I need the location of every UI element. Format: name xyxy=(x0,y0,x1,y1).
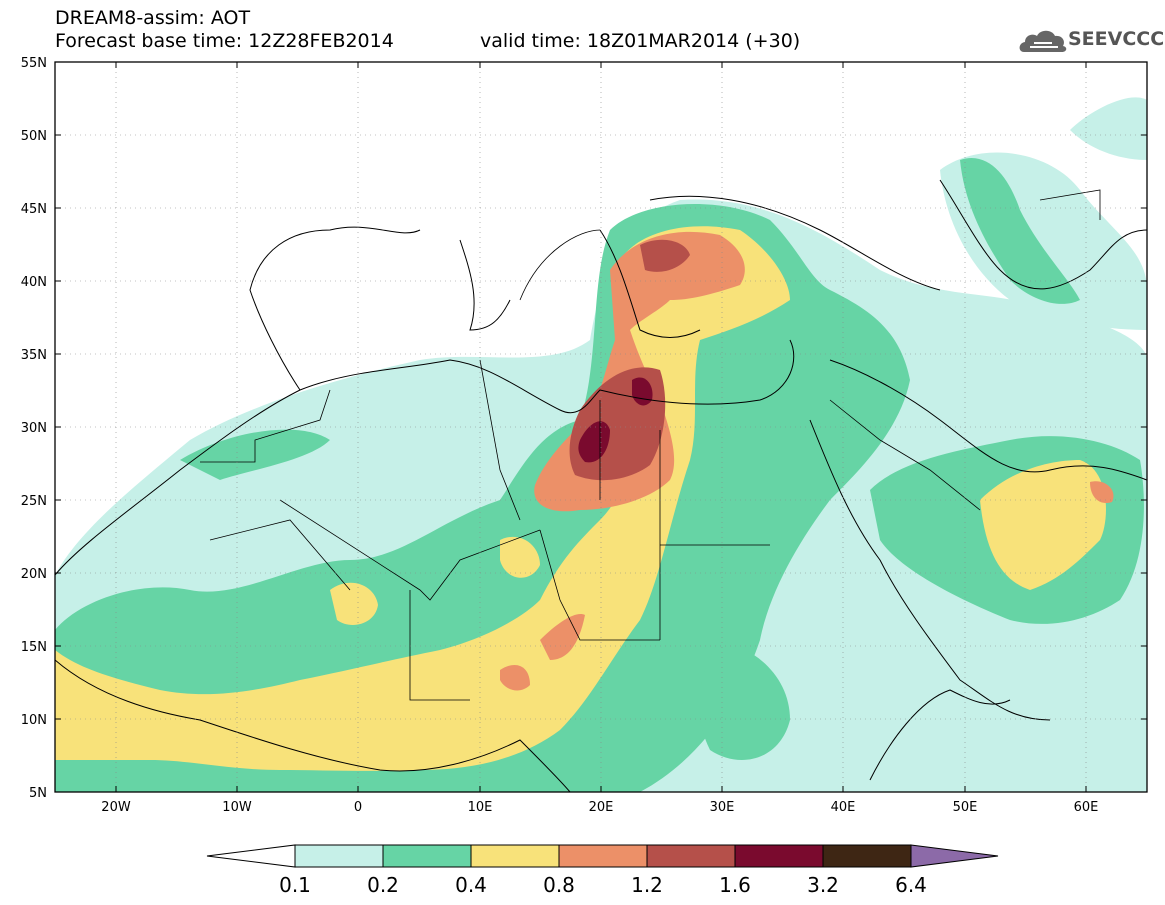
valid-time: valid time: 18Z01MAR2014 (+30) xyxy=(480,30,801,52)
lon-label-50e: 50E xyxy=(953,800,978,815)
lon-label-0: 0 xyxy=(354,800,362,815)
colorbar-swatch-6 xyxy=(734,844,824,868)
colorbar-swatch-5 xyxy=(646,844,736,868)
gridlines xyxy=(55,62,1147,792)
colorbar-swatch-1 xyxy=(294,844,384,868)
colorbar-label-0.4: 0.4 xyxy=(455,873,487,897)
lon-label-30e: 30E xyxy=(710,800,735,815)
coastlines xyxy=(55,179,1147,792)
lat-label-25n: 25N xyxy=(21,494,47,509)
colorbar-label-6.4: 6.4 xyxy=(895,873,927,897)
tick-marks xyxy=(55,61,1147,793)
lat-label-45n: 45N xyxy=(21,202,47,217)
lat-label-20n: 20N xyxy=(21,567,47,582)
aot-level-1.6 xyxy=(578,377,653,463)
colorbar-swatch-3 xyxy=(470,844,560,868)
colorbar-swatch-2 xyxy=(382,844,472,868)
lat-label-5n: 5N xyxy=(29,786,47,801)
colorbar-label-3.2: 3.2 xyxy=(807,873,839,897)
lat-label-30n: 30N xyxy=(21,421,47,436)
lat-label-50n: 50N xyxy=(21,129,47,144)
lon-label-20e: 20E xyxy=(589,800,614,815)
lat-label-10n: 10N xyxy=(21,713,47,728)
colorbar-label-0.8: 0.8 xyxy=(543,873,575,897)
colorbar-label-1.6: 1.6 xyxy=(719,873,751,897)
cloud-icon xyxy=(1019,30,1067,52)
lon-labels: 20W 10W 0 10E 20E 30E 40E 50E 60E xyxy=(101,800,1098,815)
lon-label-40e: 40E xyxy=(831,800,856,815)
colorbar-swatch-4 xyxy=(558,844,648,868)
colorbar-label-1.2: 1.2 xyxy=(631,873,663,897)
lat-label-35n: 35N xyxy=(21,348,47,363)
logo-text: SEEVCCC xyxy=(1068,28,1165,50)
borders xyxy=(200,189,1101,701)
lon-label-10w: 10W xyxy=(222,800,252,815)
aot-field xyxy=(55,97,1147,792)
lat-labels: 55N 50N 45N 40N 35N 30N 25N 20N 15N 10N … xyxy=(21,56,47,801)
map-title: DREAM8-assim: AOT xyxy=(55,7,251,29)
lat-label-55n: 55N xyxy=(21,56,47,71)
colorbar-label-0.2: 0.2 xyxy=(367,873,399,897)
colorbar-label-0.1: 0.1 xyxy=(279,873,311,897)
lon-label-60e: 60E xyxy=(1074,800,1099,815)
colorbar-high-arrow xyxy=(910,844,999,868)
colorbar-low-arrow xyxy=(206,844,296,868)
colorbar-swatch-7 xyxy=(822,844,912,868)
lon-label-10e: 10E xyxy=(468,800,493,815)
lon-label-20w: 20W xyxy=(101,800,131,815)
forecast-base-time: Forecast base time: 12Z28FEB2014 xyxy=(55,30,394,52)
lat-label-40n: 40N xyxy=(21,275,47,290)
lat-label-15n: 15N xyxy=(21,640,47,655)
aot-level-0.4 xyxy=(55,226,1106,771)
colorbar: 0.1 0.2 0.4 0.8 1.2 1.6 3.2 6.4 xyxy=(206,844,999,897)
